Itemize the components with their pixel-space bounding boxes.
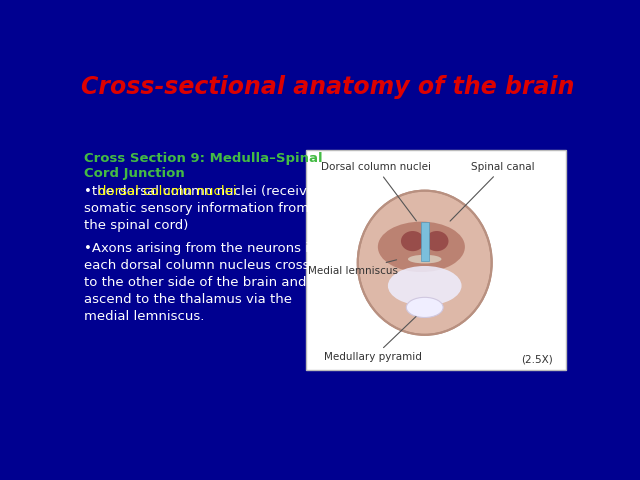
Ellipse shape (408, 255, 442, 264)
Text: Dorsal column nuclei: Dorsal column nuclei (321, 162, 431, 221)
Text: dorsal column nuclei: dorsal column nuclei (98, 185, 236, 198)
Ellipse shape (406, 297, 443, 317)
Text: Cross-sectional anatomy of the brain: Cross-sectional anatomy of the brain (81, 75, 575, 99)
Ellipse shape (425, 231, 449, 251)
Ellipse shape (401, 231, 424, 251)
Text: (2.5X): (2.5X) (522, 355, 553, 364)
Text: Medullary pyramid: Medullary pyramid (324, 316, 422, 362)
Bar (420, 222, 429, 261)
Bar (306, 150, 566, 370)
Ellipse shape (378, 222, 465, 272)
Ellipse shape (388, 266, 461, 306)
Text: •Axons arising from the neurons in
each dorsal column nucleus cross
to the other: •Axons arising from the neurons in each … (84, 242, 317, 324)
Text: Cross Section 9: Medulla–Spinal
Cord Junction: Cross Section 9: Medulla–Spinal Cord Jun… (84, 152, 323, 180)
Text: •the dorsal column nuclei (receive
somatic sensory information from
the spinal c: •the dorsal column nuclei (receive somat… (84, 185, 315, 232)
Text: Medial lemniscus: Medial lemniscus (308, 260, 398, 276)
Text: Spinal canal: Spinal canal (450, 162, 535, 221)
Ellipse shape (358, 191, 492, 335)
